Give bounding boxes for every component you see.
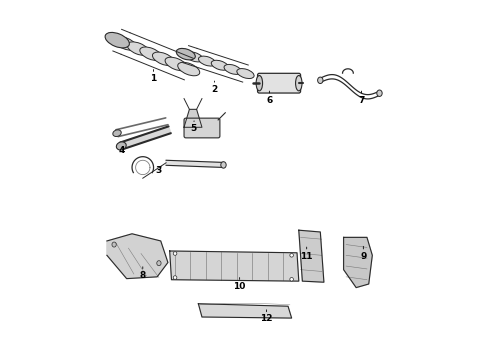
Ellipse shape — [140, 47, 162, 60]
Ellipse shape — [290, 278, 294, 281]
Ellipse shape — [290, 253, 294, 257]
Ellipse shape — [256, 76, 263, 91]
Ellipse shape — [198, 56, 216, 66]
Ellipse shape — [165, 57, 187, 71]
Ellipse shape — [157, 261, 161, 266]
Text: 9: 9 — [360, 246, 367, 261]
Ellipse shape — [116, 142, 126, 150]
Ellipse shape — [318, 77, 323, 84]
Ellipse shape — [295, 76, 302, 91]
Polygon shape — [120, 126, 171, 149]
Polygon shape — [170, 251, 299, 281]
Text: 1: 1 — [150, 69, 157, 83]
Text: 2: 2 — [211, 81, 218, 94]
Ellipse shape — [237, 69, 254, 78]
Ellipse shape — [152, 52, 174, 66]
Ellipse shape — [224, 64, 241, 75]
Polygon shape — [107, 234, 168, 279]
Ellipse shape — [211, 60, 228, 70]
FancyBboxPatch shape — [258, 73, 300, 93]
Text: 6: 6 — [266, 91, 272, 105]
Text: 8: 8 — [140, 267, 146, 280]
Text: 10: 10 — [233, 278, 246, 291]
Ellipse shape — [112, 242, 116, 247]
Ellipse shape — [173, 276, 177, 279]
Ellipse shape — [127, 42, 149, 55]
Ellipse shape — [115, 37, 137, 50]
Polygon shape — [343, 237, 372, 288]
Text: 7: 7 — [358, 91, 365, 105]
Polygon shape — [184, 109, 202, 127]
Ellipse shape — [186, 52, 203, 62]
Ellipse shape — [178, 62, 200, 76]
Ellipse shape — [105, 32, 129, 48]
Text: 5: 5 — [190, 121, 196, 134]
Text: 4: 4 — [118, 146, 124, 155]
Polygon shape — [166, 160, 223, 167]
Polygon shape — [198, 304, 292, 318]
Text: 3: 3 — [156, 166, 162, 175]
Polygon shape — [299, 230, 324, 282]
Ellipse shape — [221, 162, 226, 168]
Text: 11: 11 — [300, 247, 313, 261]
Ellipse shape — [173, 252, 177, 255]
Ellipse shape — [377, 90, 382, 96]
Text: 12: 12 — [260, 310, 273, 324]
FancyBboxPatch shape — [184, 118, 220, 138]
Ellipse shape — [176, 48, 196, 60]
Ellipse shape — [113, 130, 121, 136]
